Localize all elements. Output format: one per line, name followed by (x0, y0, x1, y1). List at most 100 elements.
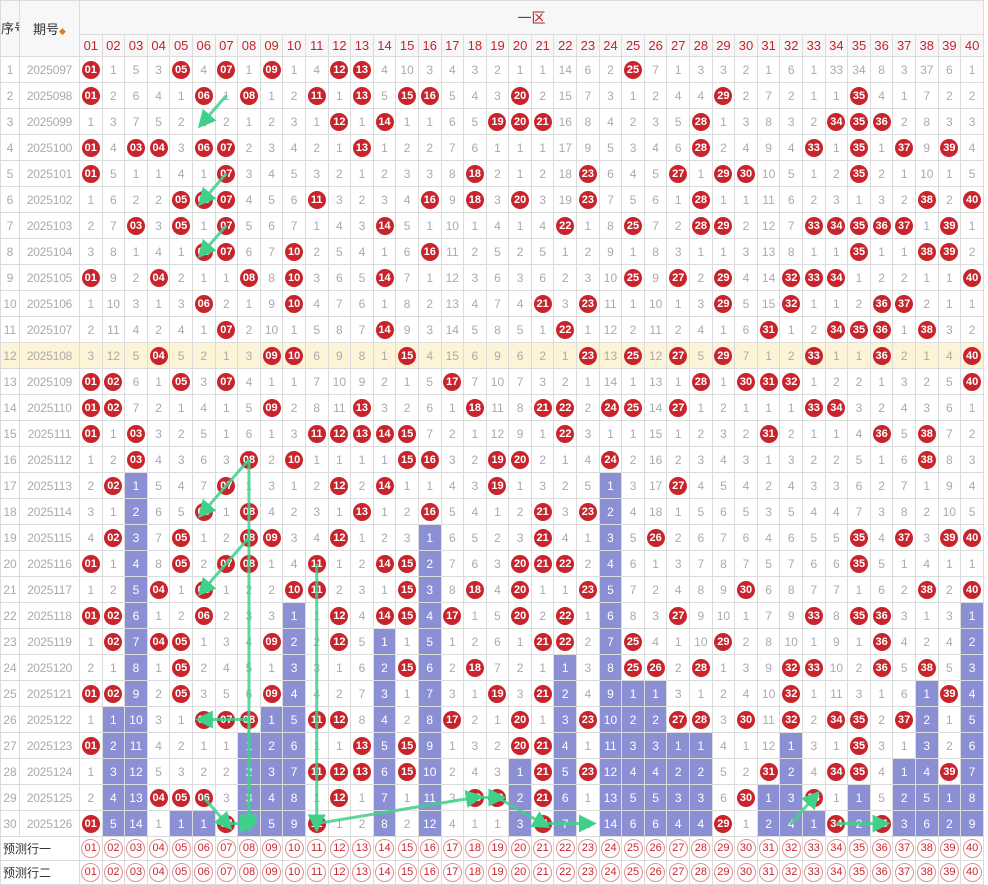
prediction-cell[interactable]: 38 (914, 860, 939, 885)
prediction-cell[interactable]: 21 (530, 836, 555, 861)
prediction-ball[interactable]: 40 (962, 863, 982, 882)
prediction-cell[interactable]: 27 (666, 836, 691, 861)
prediction-cell[interactable]: 10 (282, 860, 306, 885)
prediction-cell[interactable]: 17 (440, 860, 465, 885)
prediction-ball[interactable]: 21 (533, 839, 553, 858)
prediction-cell[interactable]: 30 (734, 860, 758, 885)
prediction-ball[interactable]: 09 (262, 839, 282, 858)
prediction-cell[interactable]: 07 (214, 860, 239, 885)
prediction-cell[interactable]: 09 (259, 860, 284, 885)
prediction-cell[interactable]: 11 (304, 860, 329, 885)
prediction-ball[interactable]: 13 (352, 863, 372, 882)
prediction-cell[interactable]: 24 (598, 860, 623, 885)
prediction-ball[interactable]: 12 (329, 839, 349, 858)
prediction-ball[interactable]: 24 (600, 839, 620, 858)
prediction-cell[interactable]: 06 (191, 860, 216, 885)
prediction-ball[interactable]: 25 (623, 839, 643, 858)
prediction-ball[interactable]: 27 (668, 863, 688, 882)
prediction-cell[interactable]: 18 (463, 860, 487, 885)
prediction-cell[interactable]: 32 (779, 836, 803, 861)
prediction-ball[interactable]: 17 (442, 863, 462, 882)
prediction-cell[interactable]: 29 (711, 860, 736, 885)
prediction-ball[interactable]: 18 (465, 863, 485, 882)
prediction-ball[interactable]: 02 (103, 839, 123, 858)
prediction-cell[interactable]: 29 (711, 836, 736, 861)
prediction-ball[interactable]: 36 (872, 863, 892, 882)
prediction-cell[interactable]: 05 (169, 860, 193, 885)
prediction-cell[interactable]: 01 (79, 860, 103, 885)
prediction-ball[interactable]: 37 (894, 839, 914, 858)
prediction-cell[interactable]: 36 (869, 836, 894, 861)
prediction-ball[interactable]: 03 (126, 839, 146, 858)
prediction-ball[interactable]: 27 (668, 839, 688, 858)
prediction-cell[interactable]: 21 (530, 860, 555, 885)
prediction-ball[interactable]: 19 (487, 839, 507, 858)
prediction-cell[interactable]: 12 (327, 860, 352, 885)
prediction-ball[interactable]: 33 (804, 839, 824, 858)
prediction-ball[interactable]: 25 (623, 863, 643, 882)
prediction-cell[interactable]: 28 (689, 860, 713, 885)
prediction-ball[interactable]: 38 (917, 863, 937, 882)
prediction-cell[interactable]: 08 (237, 860, 261, 885)
prediction-cell[interactable]: 39 (937, 836, 962, 861)
prediction-ball[interactable]: 03 (126, 863, 146, 882)
prediction-cell[interactable]: 14 (372, 836, 397, 861)
prediction-cell[interactable]: 23 (576, 836, 600, 861)
prediction-ball[interactable]: 15 (397, 863, 417, 882)
prediction-cell[interactable]: 03 (124, 836, 148, 861)
prediction-ball[interactable]: 10 (284, 839, 304, 858)
prediction-ball[interactable]: 01 (81, 863, 101, 882)
prediction-ball[interactable]: 28 (691, 863, 711, 882)
prediction-ball[interactable]: 12 (329, 863, 349, 882)
prediction-cell[interactable]: 18 (463, 836, 487, 861)
prediction-cell[interactable]: 15 (395, 836, 419, 861)
prediction-ball[interactable]: 04 (149, 863, 169, 882)
prediction-cell[interactable]: 15 (395, 860, 419, 885)
prediction-ball[interactable]: 31 (759, 863, 779, 882)
prediction-ball[interactable]: 11 (307, 863, 327, 882)
prediction-ball[interactable]: 01 (81, 839, 101, 858)
prediction-ball[interactable]: 11 (307, 839, 327, 858)
prediction-ball[interactable]: 29 (713, 839, 733, 858)
prediction-cell[interactable]: 17 (440, 836, 465, 861)
prediction-ball[interactable]: 14 (375, 863, 395, 882)
prediction-ball[interactable]: 30 (736, 839, 756, 858)
prediction-ball[interactable]: 17 (442, 839, 462, 858)
prediction-ball[interactable]: 20 (510, 863, 530, 882)
prediction-ball[interactable]: 06 (194, 863, 214, 882)
prediction-ball[interactable]: 15 (397, 839, 417, 858)
prediction-cell[interactable]: 09 (259, 836, 284, 861)
prediction-ball[interactable]: 39 (939, 839, 959, 858)
prediction-cell[interactable]: 34 (824, 836, 849, 861)
prediction-ball[interactable]: 19 (487, 863, 507, 882)
prediction-cell[interactable]: 10 (282, 836, 306, 861)
prediction-ball[interactable]: 16 (420, 863, 440, 882)
prediction-ball[interactable]: 31 (759, 839, 779, 858)
prediction-cell[interactable]: 07 (214, 836, 239, 861)
prediction-ball[interactable]: 32 (781, 863, 801, 882)
prediction-ball[interactable]: 33 (804, 863, 824, 882)
prediction-ball[interactable]: 30 (736, 863, 756, 882)
prediction-ball[interactable]: 38 (917, 839, 937, 858)
prediction-cell[interactable]: 37 (892, 836, 916, 861)
prediction-ball[interactable]: 23 (578, 863, 598, 882)
prediction-ball[interactable]: 35 (849, 839, 869, 858)
prediction-ball[interactable]: 34 (826, 839, 846, 858)
prediction-cell[interactable]: 19 (485, 860, 510, 885)
prediction-ball[interactable]: 22 (555, 839, 575, 858)
prediction-ball[interactable]: 26 (646, 839, 666, 858)
prediction-ball[interactable]: 02 (103, 863, 123, 882)
prediction-cell[interactable]: 27 (666, 860, 691, 885)
prediction-ball[interactable]: 34 (826, 863, 846, 882)
prediction-ball[interactable]: 21 (533, 863, 553, 882)
prediction-cell[interactable]: 32 (779, 860, 803, 885)
prediction-cell[interactable]: 13 (350, 860, 374, 885)
prediction-cell[interactable]: 16 (417, 860, 442, 885)
prediction-cell[interactable]: 20 (508, 836, 532, 861)
issue-header[interactable]: 期号◆ (19, 0, 80, 57)
sort-arrows-icon[interactable]: ◆ (59, 26, 66, 36)
prediction-ball[interactable]: 07 (216, 839, 236, 858)
prediction-ball[interactable]: 35 (849, 863, 869, 882)
prediction-cell[interactable]: 26 (643, 836, 668, 861)
prediction-cell[interactable]: 16 (417, 836, 442, 861)
